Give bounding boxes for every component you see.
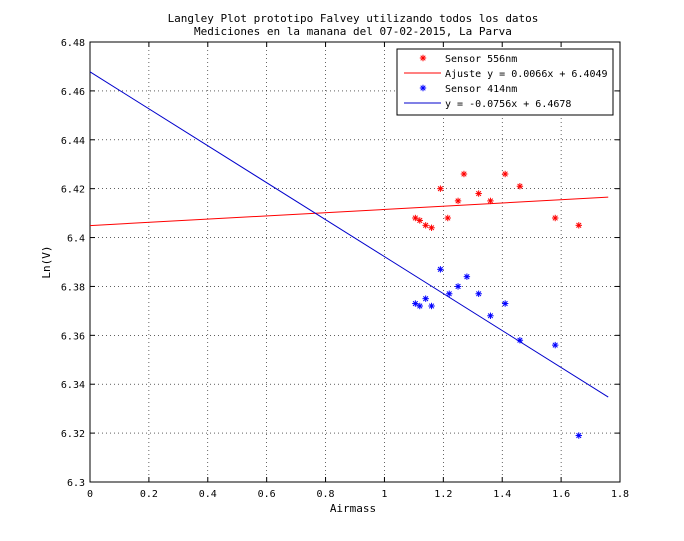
x-tick-label: 1.2 bbox=[434, 489, 452, 500]
point-556nm bbox=[460, 170, 468, 178]
point-556nm bbox=[475, 190, 482, 197]
legend-label: Sensor 414nm bbox=[445, 84, 517, 95]
x-tick-label: 1 bbox=[381, 489, 387, 500]
point-556nm bbox=[454, 197, 462, 205]
legend-entry-sensor-556nm: Sensor 556nm bbox=[419, 54, 517, 65]
fit-line-414nm bbox=[89, 71, 609, 398]
y-axis-label: Ln(V) bbox=[40, 245, 53, 278]
x-tick-label: 0.4 bbox=[199, 489, 217, 500]
point-556nm bbox=[412, 214, 419, 222]
point-556nm bbox=[516, 183, 524, 190]
x-tick-label: 0.8 bbox=[317, 489, 335, 500]
point-556nm bbox=[422, 222, 429, 229]
chart-title: Langley Plot prototipo Falvey utilizando… bbox=[168, 12, 539, 25]
legend-label: y = -0.0756x + 6.4678 bbox=[445, 99, 571, 110]
point-414nm bbox=[412, 300, 419, 307]
point-556nm bbox=[416, 217, 423, 224]
axis-ticks: 0 0.2 0.4 0.6 0.8 1 1.2 1.4 1.6 1.8 6.3 6.32 6.34 6.3… bbox=[61, 38, 629, 500]
point-414nm bbox=[437, 266, 444, 273]
chart-subtitle: Mediciones en la manana del 07-02-2015, … bbox=[194, 25, 512, 38]
x-tick-label: 0.6 bbox=[258, 489, 276, 500]
point-556nm bbox=[552, 214, 559, 222]
y-tick-label: 6.46 bbox=[61, 87, 85, 98]
point-556nm bbox=[487, 197, 494, 205]
point-414nm bbox=[428, 302, 435, 310]
x-axis-label: Airmass bbox=[330, 502, 376, 515]
point-414nm bbox=[463, 273, 471, 280]
y-tick-label: 6.38 bbox=[61, 282, 85, 293]
y-tick-label: 6.36 bbox=[61, 331, 85, 342]
legend-entry-fit-414nm: y = -0.0756x + 6.4678 bbox=[404, 99, 571, 110]
y-tick-label: 6.32 bbox=[61, 429, 85, 440]
point-556nm bbox=[428, 224, 435, 231]
legend-marker bbox=[419, 54, 427, 62]
point-414nm bbox=[552, 341, 559, 349]
legend-entry-fit-556nm: Ajuste y = 0.0066x + 6.4049 bbox=[404, 69, 608, 80]
y-tick-label: 6.44 bbox=[61, 136, 85, 147]
axes-box bbox=[89, 41, 621, 483]
legend-label: Ajuste y = 0.0066x + 6.4049 bbox=[445, 69, 608, 80]
point-414nm bbox=[422, 295, 429, 302]
point-556nm bbox=[575, 222, 582, 229]
point-414nm bbox=[475, 290, 482, 297]
legend-marker bbox=[419, 84, 427, 92]
legend-label: Sensor 556nm bbox=[445, 54, 517, 65]
grid bbox=[90, 42, 620, 482]
x-tick-label: 0.2 bbox=[140, 489, 158, 500]
x-tick-label: 1.4 bbox=[493, 489, 511, 500]
x-tick-label: 1.8 bbox=[611, 489, 629, 500]
point-414nm bbox=[416, 302, 423, 310]
fit-line-556nm bbox=[89, 196, 609, 227]
y-tick-label: 6.42 bbox=[61, 185, 85, 196]
x-tick-label: 0 bbox=[87, 489, 93, 500]
y-tick-label: 6.34 bbox=[61, 380, 85, 391]
y-tick-label: 6.48 bbox=[61, 38, 85, 49]
point-414nm bbox=[487, 312, 494, 319]
point-414nm bbox=[454, 283, 462, 290]
legend-entry-sensor-414nm: Sensor 414nm bbox=[419, 84, 517, 95]
point-414nm bbox=[516, 337, 524, 344]
point-556nm bbox=[444, 214, 451, 222]
point-414nm bbox=[575, 432, 582, 439]
point-414nm bbox=[501, 300, 509, 307]
legend: Sensor 556nm Ajuste y = 0.0066x + 6.4049 S… bbox=[396, 48, 614, 116]
point-556nm bbox=[501, 170, 509, 178]
legend-box bbox=[396, 48, 614, 116]
y-tick-label: 6.3 bbox=[67, 478, 85, 489]
x-tick-label: 1.6 bbox=[552, 489, 570, 500]
fit-lines bbox=[89, 71, 609, 398]
y-tick-label: 6.4 bbox=[67, 234, 85, 245]
data-points bbox=[412, 170, 582, 439]
point-414nm bbox=[446, 290, 453, 297]
point-556nm bbox=[437, 185, 444, 192]
